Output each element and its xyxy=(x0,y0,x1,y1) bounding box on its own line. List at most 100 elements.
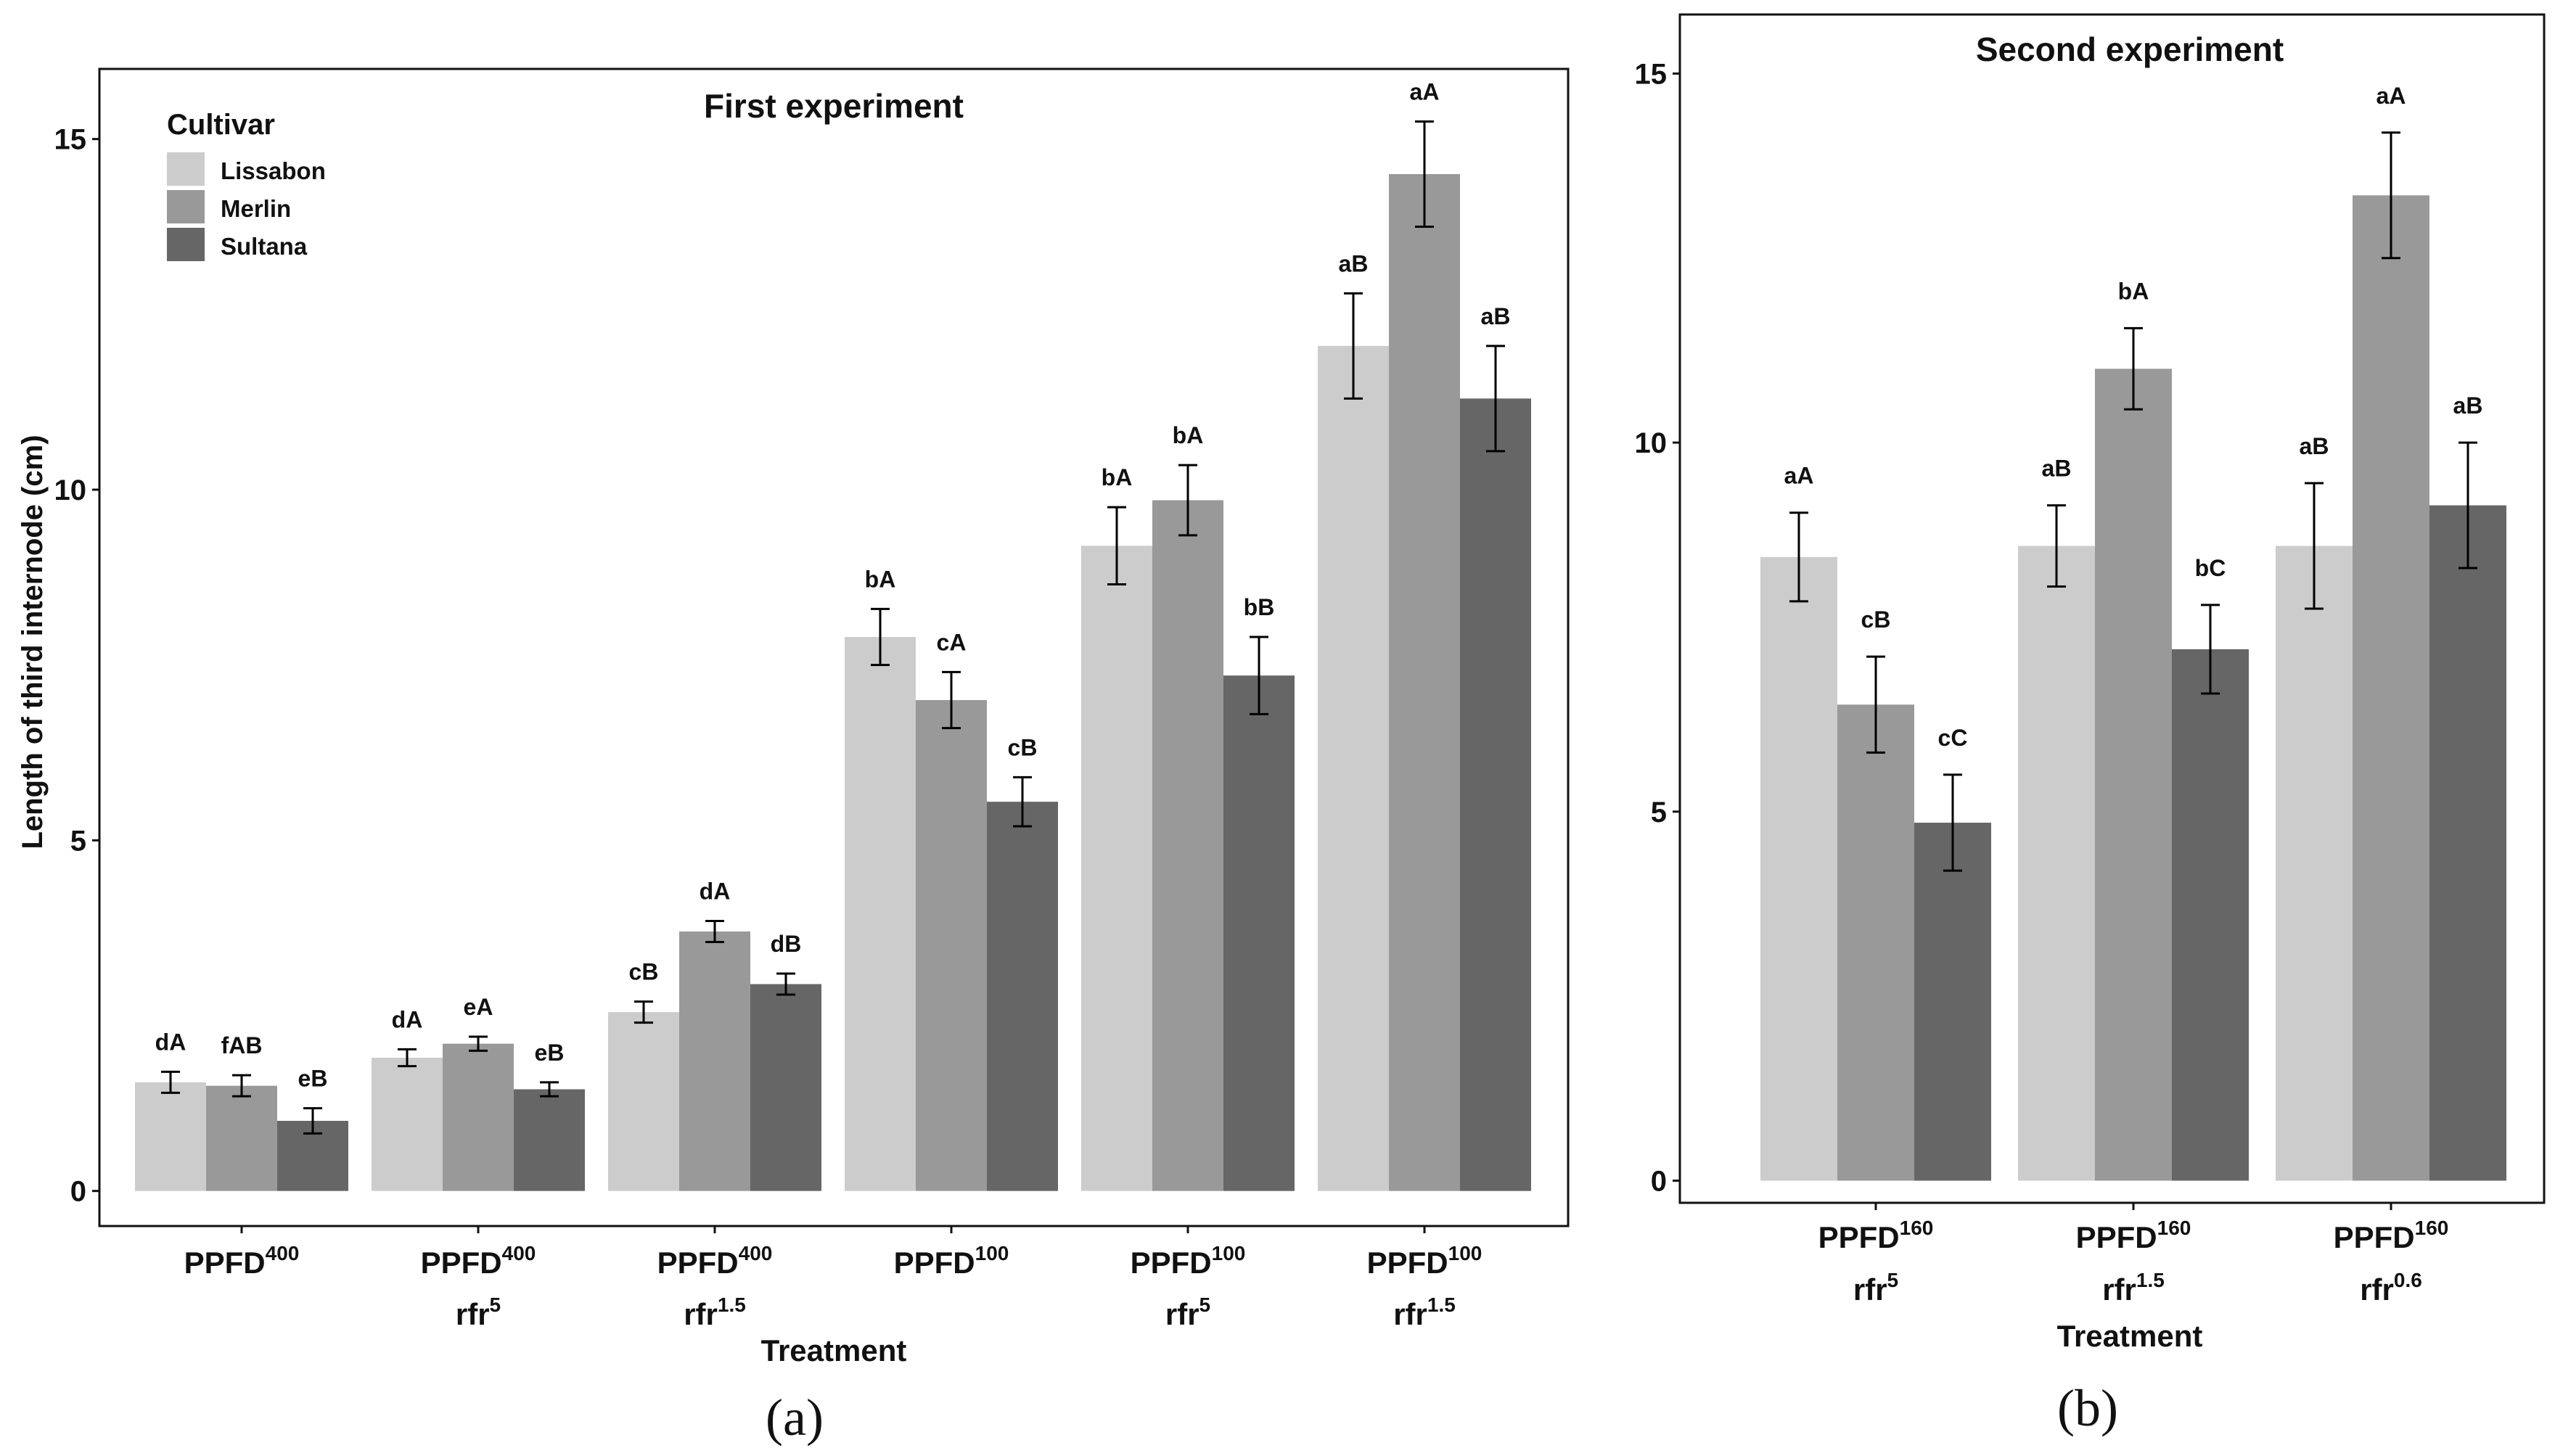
bar-merlin xyxy=(916,700,987,1191)
panel-a-caption: (a) xyxy=(766,1389,824,1447)
y-tick-label: 10 xyxy=(54,474,87,506)
legend-label-merlin: Merlin xyxy=(221,195,291,222)
legend-swatch-lissabon xyxy=(167,152,205,186)
x-tick-label: PPFD400 xyxy=(184,1242,300,1280)
bar-sultana xyxy=(987,802,1058,1191)
x-tick-label-line2: rfr5 xyxy=(456,1293,501,1331)
y-tick-label: 15 xyxy=(54,124,87,156)
x-tick-label-line2: rfr5 xyxy=(1853,1269,1898,1307)
legend-label-lissabon: Lissabon xyxy=(221,157,326,184)
significance-label: bA xyxy=(865,566,896,592)
bar-sultana xyxy=(2429,505,2506,1181)
bar-sultana xyxy=(514,1089,585,1191)
legend-title: Cultivar xyxy=(167,109,275,141)
significance-label: dA xyxy=(700,879,731,905)
significance-label: aB xyxy=(2453,392,2483,419)
bar-sultana xyxy=(1460,398,1531,1191)
legend-label-sultana: Sultana xyxy=(221,233,308,260)
x-tick-label-line2: rfr5 xyxy=(1165,1293,1210,1331)
significance-label: bA xyxy=(1102,464,1133,490)
significance-label: aB xyxy=(2042,456,2072,482)
bar-merlin xyxy=(679,931,750,1191)
legend: Cultivar Lissabon Merlin Sultana xyxy=(167,109,326,261)
significance-label: eA xyxy=(464,994,493,1020)
significance-label: eB xyxy=(535,1040,565,1066)
x-tick-label-line2: rfr0.6 xyxy=(2360,1269,2422,1307)
bar-merlin xyxy=(443,1043,514,1191)
y-tick-label: 5 xyxy=(70,825,86,857)
significance-label: aB xyxy=(1481,303,1511,329)
y-tick-label: 15 xyxy=(1635,58,1668,90)
panel-a-x-axis-title: Treatment xyxy=(761,1333,907,1367)
x-tick-label: PPFD400 xyxy=(421,1242,536,1280)
significance-label: eB xyxy=(298,1066,328,1092)
y-tick-label: 0 xyxy=(70,1176,86,1208)
significance-label: bB xyxy=(1244,594,1275,620)
panel-b-second-experiment: Second experiment aA cB cC aB bA bC aB aA aB 0 5 1… xyxy=(1635,13,2546,1437)
x-tick-label-line2: rfr1.5 xyxy=(2102,1269,2165,1307)
legend-swatch-merlin xyxy=(167,190,205,223)
significance-label: aB xyxy=(1339,250,1369,276)
x-tick-label: PPFD100 xyxy=(1131,1242,1246,1280)
significance-label: cB xyxy=(1008,734,1038,760)
significance-label: dB xyxy=(771,931,802,957)
x-tick-label-line2: rfr1.5 xyxy=(1393,1293,1456,1331)
panel-a-y-axis: 0 5 10 15 xyxy=(54,124,99,1208)
bar-merlin xyxy=(2095,369,2172,1181)
significance-label: aA xyxy=(2376,83,2406,109)
x-tick-label: PPFD160 xyxy=(1818,1217,1934,1254)
significance-label: fAB xyxy=(221,1032,263,1058)
bar-sultana xyxy=(750,984,821,1191)
bar-lissabon xyxy=(372,1058,443,1191)
panel-b-bars: aA cB cC aB bA bC aB aA aB xyxy=(1760,83,2506,1181)
significance-label: bA xyxy=(1173,422,1204,448)
y-tick-label: 10 xyxy=(1635,427,1668,459)
bar-lissabon xyxy=(1318,345,1389,1191)
legend-swatch-sultana xyxy=(167,228,205,261)
bar-lissabon xyxy=(1081,546,1152,1191)
bar-sultana xyxy=(1914,823,1991,1181)
bar-merlin xyxy=(1152,500,1223,1191)
significance-label: cB xyxy=(629,959,659,985)
panel-a-title: First experiment xyxy=(704,87,964,125)
panel-b-x-axis-title: Treatment xyxy=(2057,1319,2203,1353)
bar-lissabon xyxy=(2276,546,2353,1181)
x-tick-label: PPFD100 xyxy=(1367,1242,1482,1280)
bar-sultana xyxy=(1223,675,1295,1191)
x-tick-label-line2: rfr1.5 xyxy=(684,1293,746,1331)
significance-label: aB xyxy=(2300,433,2329,459)
bar-lissabon xyxy=(2018,546,2095,1181)
panel-b-x-axis: PPFD160 rfr5 PPFD160 rfr1.5 PPFD160 rfr0.6 xyxy=(1818,1203,2449,1307)
bar-lissabon xyxy=(845,637,916,1191)
bar-merlin xyxy=(1389,174,1460,1191)
panel-b-title: Second experiment xyxy=(1976,30,2284,68)
bar-lissabon xyxy=(135,1082,206,1191)
x-tick-label: PPFD400 xyxy=(657,1242,773,1280)
y-tick-label: 5 xyxy=(1651,797,1667,828)
panel-b-y-axis: 0 5 10 15 xyxy=(1635,58,1680,1197)
bar-merlin xyxy=(206,1085,277,1191)
significance-label: cB xyxy=(1861,606,1891,633)
panel-a-first-experiment: First experiment Cultivar Lissabon Merli… xyxy=(17,67,1570,1447)
significance-label: cC xyxy=(1938,725,1968,751)
x-tick-label: PPFD160 xyxy=(2334,1217,2449,1254)
significance-label: aA xyxy=(1784,463,1814,489)
significance-label: aA xyxy=(1410,79,1440,105)
panel-a-x-axis: PPFD400 PPFD400 rfr5 PPFD400 rfr1.5 PPFD100 PP… xyxy=(184,1226,1482,1331)
y-axis-title: Length of third internode (cm) xyxy=(17,435,49,849)
significance-label: cA xyxy=(937,629,967,655)
bar-merlin xyxy=(2353,195,2429,1181)
significance-label: bA xyxy=(2118,278,2149,304)
bar-sultana xyxy=(2172,649,2249,1181)
bar-merlin xyxy=(1837,704,1914,1181)
x-tick-label: PPFD160 xyxy=(2076,1217,2191,1254)
significance-label: dA xyxy=(392,1006,423,1032)
panel-a-bars: dA fAB eB dA eA eB cB dA dB bA cA cB bA bA bB aB aA aB xyxy=(135,79,1531,1191)
y-tick-label: 0 xyxy=(1651,1165,1667,1197)
significance-label: dA xyxy=(155,1029,186,1055)
x-tick-label: PPFD100 xyxy=(894,1242,1009,1280)
panel-b-caption: (b) xyxy=(2057,1379,2118,1437)
bar-lissabon xyxy=(608,1012,679,1191)
bar-lissabon xyxy=(1760,556,1837,1181)
